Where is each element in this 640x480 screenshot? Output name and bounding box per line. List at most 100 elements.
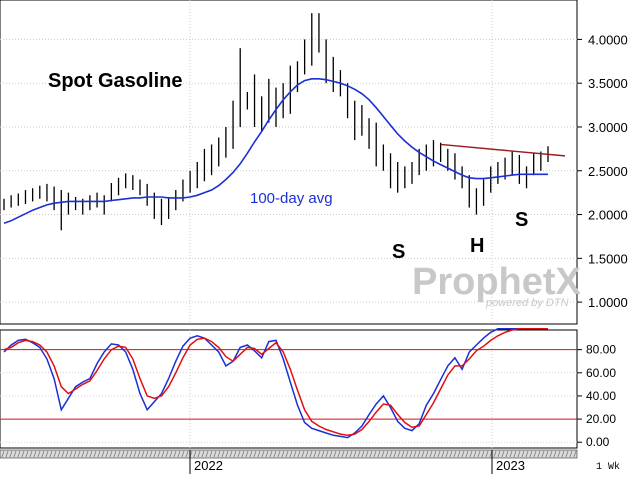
scroll-strip-hatch — [509, 450, 513, 458]
scroll-strip-hatch — [333, 450, 337, 458]
scroll-strip-hatch — [525, 450, 529, 458]
scroll-strip-hatch — [481, 450, 485, 458]
scroll-strip-hatch — [345, 450, 349, 458]
scroll-strip-hatch — [517, 450, 521, 458]
scroll-strip-hatch — [353, 450, 357, 458]
scroll-strip-hatch — [133, 450, 137, 458]
scroll-strip-hatch — [89, 450, 93, 458]
scroll-strip-hatch — [321, 450, 325, 458]
scroll-strip-hatch — [329, 450, 333, 458]
scroll-strip-hatch — [473, 450, 477, 458]
scroll-strip-hatch — [385, 450, 389, 458]
ma-label: 100-day avg — [250, 190, 333, 207]
scroll-strip-hatch — [325, 450, 329, 458]
scroll-strip-hatch — [121, 450, 125, 458]
scroll-strip[interactable] — [0, 449, 578, 459]
scroll-strip-hatch — [173, 450, 177, 458]
scroll-strip-hatch — [297, 450, 301, 458]
scroll-strip-hatch — [205, 450, 209, 458]
scroll-strip-hatch — [309, 450, 313, 458]
oscillator-reference-lines — [0, 349, 577, 420]
scroll-strip-hatch — [425, 450, 429, 458]
neckline-trendline — [440, 143, 566, 157]
scroll-strip-hatch — [521, 450, 525, 458]
scroll-strip-hatch — [225, 450, 229, 458]
scroll-strip-hatch — [249, 450, 253, 458]
scroll-strip-hatch — [453, 450, 457, 458]
scroll-strip-hatch — [13, 450, 17, 458]
price-axis-label: 1.5000 — [588, 251, 628, 266]
scroll-strip-hatch — [41, 450, 45, 458]
scroll-strip-hatch — [117, 450, 121, 458]
scroll-strip-hatch — [233, 450, 237, 458]
scroll-strip-hatch — [105, 450, 109, 458]
scroll-strip-hatch — [561, 450, 565, 458]
scroll-strip-hatch — [433, 450, 437, 458]
oscillator-axis-label: 20.00 — [586, 412, 616, 426]
oscillator-series — [3, 328, 548, 439]
scroll-strip-hatch — [557, 450, 561, 458]
scroll-strip-hatch — [349, 450, 353, 458]
oscillator-panel-frame — [0, 329, 578, 449]
scroll-strip-hatch — [341, 450, 345, 458]
xlabel-2023: 2023 — [496, 458, 525, 473]
scroll-strip-hatch — [477, 450, 481, 458]
scroll-strip-hatch — [201, 450, 205, 458]
scroll-strip-hatch — [113, 450, 117, 458]
scroll-strip-hatch — [285, 450, 289, 458]
annotation-head: H — [470, 235, 484, 257]
scroll-strip-hatch — [81, 450, 85, 458]
scroll-strip-hatch — [129, 450, 133, 458]
scroll-strip-hatch — [317, 450, 321, 458]
oscillator-axis-label: 60.00 — [586, 366, 616, 380]
scroll-strip-hatch — [569, 450, 573, 458]
chart-title: Spot Gasoline — [48, 70, 182, 92]
scroll-strip-hatch — [533, 450, 537, 458]
scroll-strip-hatch — [61, 450, 65, 458]
scroll-strip-hatch — [537, 450, 541, 458]
scroll-strip-hatch — [513, 450, 517, 458]
price-axis-label: 2.0000 — [588, 208, 628, 223]
scroll-strip-hatch — [221, 450, 225, 458]
scroll-strip-hatch — [281, 450, 285, 458]
scroll-strip-hatch — [97, 450, 101, 458]
scroll-strip-hatch — [217, 450, 221, 458]
scroll-strip-hatch — [49, 450, 53, 458]
scroll-strip-hatch — [153, 450, 157, 458]
time-axis: 2022 2023 1 Wk — [0, 449, 620, 474]
xlabel-2022: 2022 — [194, 458, 223, 473]
scroll-strip-hatch — [193, 450, 197, 458]
scroll-strip-hatch — [565, 450, 569, 458]
ma-series-line — [3, 78, 548, 225]
scroll-strip-hatch — [357, 450, 361, 458]
prophetx-watermark: ProphetX powered by DTN — [412, 261, 582, 309]
scroll-strip-hatch — [545, 450, 549, 458]
watermark-sub: powered by DTN — [485, 297, 569, 309]
scroll-strip-hatch — [269, 450, 273, 458]
scroll-strip-hatch — [85, 450, 89, 458]
scroll-strip-hatch — [361, 450, 365, 458]
scroll-strip-hatch — [301, 450, 305, 458]
scroll-strip-hatch — [421, 450, 425, 458]
scroll-strip-hatch — [445, 450, 449, 458]
scroll-strip-hatch — [65, 450, 69, 458]
scroll-strip-hatch — [305, 450, 309, 458]
scroll-strip-hatch — [505, 450, 509, 458]
scroll-strip-hatch — [457, 450, 461, 458]
scroll-strip-hatch — [157, 450, 161, 458]
trendline — [440, 143, 566, 157]
period-label: 1 Wk — [596, 461, 620, 473]
scroll-strip-hatch — [53, 450, 57, 458]
scroll-strip-hatch — [501, 450, 505, 458]
scroll-strip-hatch — [185, 450, 189, 458]
price-axis-label: 2.5000 — [588, 164, 628, 179]
scroll-strip-hatch — [461, 450, 465, 458]
scroll-strip-hatch — [373, 450, 377, 458]
scroll-strip-hatch — [37, 450, 41, 458]
scroll-strip-hatch — [417, 450, 421, 458]
watermark-brand: ProphetX — [412, 261, 582, 303]
scroll-strip-hatch — [5, 450, 9, 458]
scroll-strip-hatch — [177, 450, 181, 458]
